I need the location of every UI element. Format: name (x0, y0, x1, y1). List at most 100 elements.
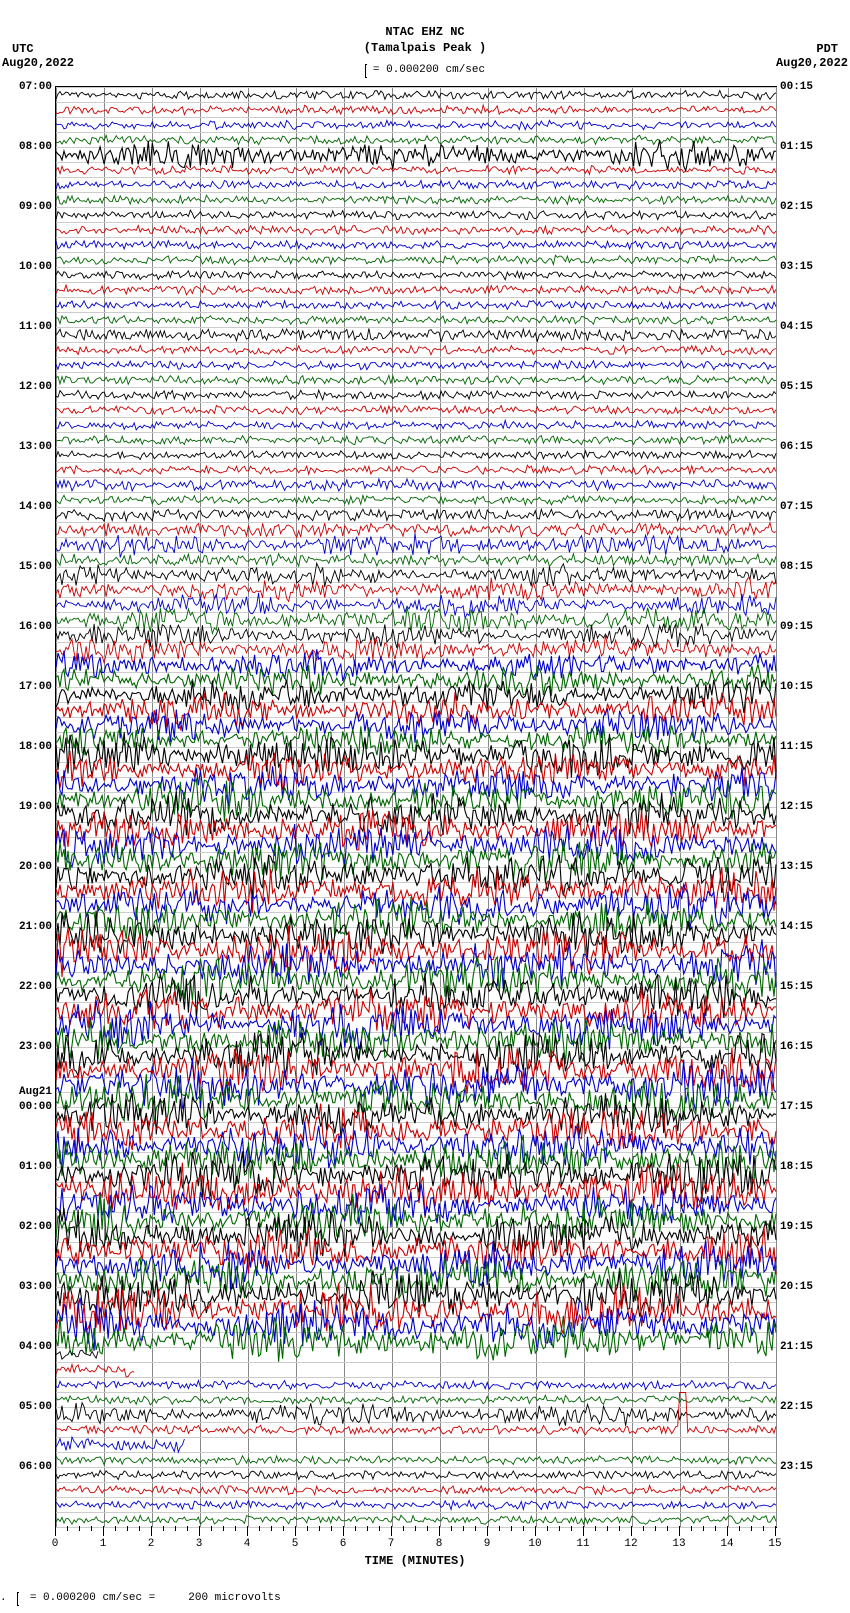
utc-time-label: 01:00 (19, 1161, 52, 1173)
xtick-major (391, 1526, 392, 1536)
timezone-right-label: PDT (816, 42, 838, 56)
pdt-time-label: 15:15 (780, 981, 813, 993)
xtick-label: 15 (768, 1538, 781, 1550)
xtick-minor (403, 1526, 404, 1531)
utc-time-label: 04:00 (19, 1341, 52, 1353)
utc-time-label: 18:00 (19, 741, 52, 753)
pdt-time-label: 04:15 (780, 321, 813, 333)
xtick-minor (175, 1526, 176, 1531)
bottom-prefix: . (0, 1592, 7, 1604)
pdt-time-label: 03:15 (780, 261, 813, 273)
xtick-minor (115, 1526, 116, 1531)
xtick-minor (595, 1526, 596, 1531)
pdt-time-label: 06:15 (780, 441, 813, 453)
bottom-scale-legend: . = 0.000200 cm/sec = 200 microvolts (0, 1590, 281, 1604)
xtick-minor (259, 1526, 260, 1531)
xtick-minor (271, 1526, 272, 1531)
utc-time-label: 07:00 (19, 81, 52, 93)
station-id: NTAC EHZ NC (0, 25, 850, 39)
pdt-time-label: 00:15 (780, 81, 813, 93)
utc-time-label: 08:00 (19, 141, 52, 153)
xtick-minor (703, 1526, 704, 1531)
utc-time-label: 23:00 (19, 1041, 52, 1053)
xtick-minor (451, 1526, 452, 1531)
xtick-minor (751, 1526, 752, 1531)
utc-time-label: 10:00 (19, 261, 52, 273)
date-right-label: Aug20,2022 (776, 56, 848, 70)
xtick-major (775, 1526, 776, 1536)
xtick-label: 2 (148, 1538, 155, 1550)
vgrid-line (776, 87, 777, 1527)
xtick-minor (715, 1526, 716, 1531)
utc-time-label: 16:00 (19, 621, 52, 633)
xtick-major (343, 1526, 344, 1536)
pdt-time-label: 22:15 (780, 1401, 813, 1413)
xtick-minor (619, 1526, 620, 1531)
xtick-minor (463, 1526, 464, 1531)
xtick-major (439, 1526, 440, 1536)
pdt-time-label: 07:15 (780, 501, 813, 513)
xtick-major (583, 1526, 584, 1536)
x-axis-title: TIME (MINUTES) (55, 1554, 775, 1568)
utc-time-label: 13:00 (19, 441, 52, 453)
utc-time-label: 06:00 (19, 1461, 52, 1473)
xtick-minor (283, 1526, 284, 1531)
xtick-minor (127, 1526, 128, 1531)
xtick-minor (667, 1526, 668, 1531)
xtick-major (55, 1526, 56, 1536)
timezone-left-label: UTC (12, 42, 34, 56)
xtick-minor (571, 1526, 572, 1531)
pdt-time-label: 20:15 (780, 1281, 813, 1293)
utc-time-label: 21:00 (19, 921, 52, 933)
xtick-label: 6 (340, 1538, 347, 1550)
xtick-minor (67, 1526, 68, 1531)
xtick-minor (763, 1526, 764, 1531)
xtick-major (487, 1526, 488, 1536)
bottom-microvolts: 200 microvolts (188, 1592, 280, 1604)
utc-time-label: 19:00 (19, 801, 52, 813)
xtick-minor (427, 1526, 428, 1531)
pdt-time-label: 17:15 (780, 1101, 813, 1113)
utc-time-label: 14:00 (19, 501, 52, 513)
xtick-minor (499, 1526, 500, 1531)
xtick-label: 3 (196, 1538, 203, 1550)
pdt-time-label: 12:15 (780, 801, 813, 813)
pdt-time-label: 09:15 (780, 621, 813, 633)
xtick-label: 14 (720, 1538, 733, 1550)
xtick-minor (379, 1526, 380, 1531)
xtick-minor (307, 1526, 308, 1531)
xtick-minor (607, 1526, 608, 1531)
xtick-label: 8 (436, 1538, 443, 1550)
xtick-minor (163, 1526, 164, 1531)
xtick-label: 10 (528, 1538, 541, 1550)
xtick-minor (331, 1526, 332, 1531)
pdt-time-label: 14:15 (780, 921, 813, 933)
pdt-time-label: 11:15 (780, 741, 813, 753)
utc-day2-label: Aug21 (19, 1086, 52, 1098)
xtick-minor (523, 1526, 524, 1531)
utc-time-label: 20:00 (19, 861, 52, 873)
pdt-time-label: 19:15 (780, 1221, 813, 1233)
xtick-label: 4 (244, 1538, 251, 1550)
xtick-label: 0 (52, 1538, 59, 1550)
xtick-minor (739, 1526, 740, 1531)
xtick-major (535, 1526, 536, 1536)
pdt-time-label: 13:15 (780, 861, 813, 873)
xtick-label: 9 (484, 1538, 491, 1550)
utc-time-label: 05:00 (19, 1401, 52, 1413)
utc-time-label: 02:00 (19, 1221, 52, 1233)
xtick-major (679, 1526, 680, 1536)
xtick-minor (655, 1526, 656, 1531)
pdt-time-label: 08:15 (780, 561, 813, 573)
xtick-minor (91, 1526, 92, 1531)
pdt-time-label: 05:15 (780, 381, 813, 393)
xtick-minor (547, 1526, 548, 1531)
xtick-minor (415, 1526, 416, 1531)
seismogram-plot: 07:0008:0009:0010:0011:0012:0013:0014:00… (55, 86, 777, 1528)
xtick-major (151, 1526, 152, 1536)
xtick-minor (187, 1526, 188, 1531)
utc-time-label: 09:00 (19, 201, 52, 213)
utc-time-label: 17:00 (19, 681, 52, 693)
utc-time-label: 03:00 (19, 1281, 52, 1293)
xtick-minor (367, 1526, 368, 1531)
